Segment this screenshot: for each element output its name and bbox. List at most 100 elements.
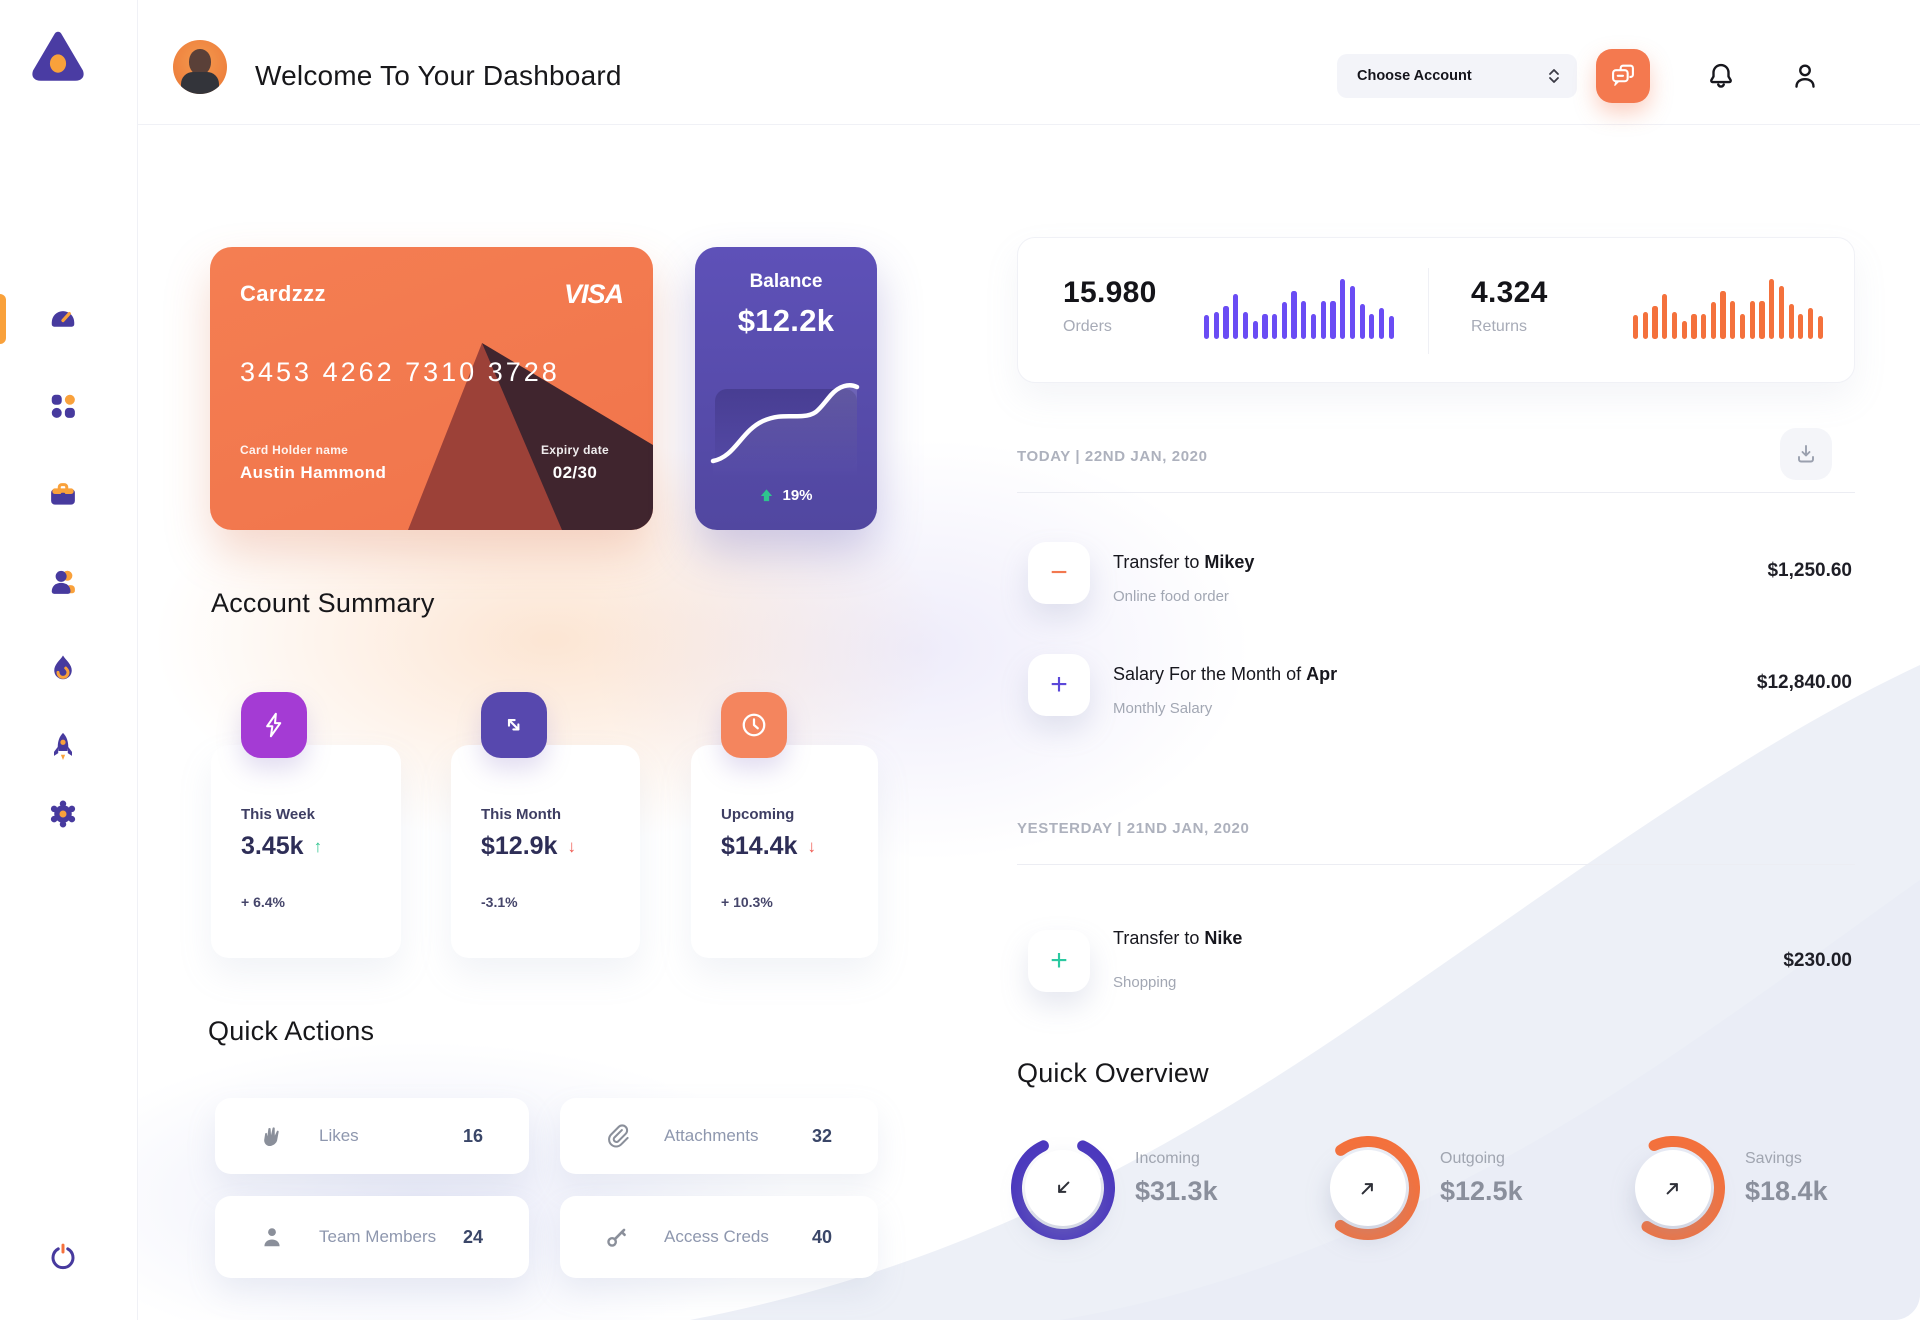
returns-bar-chart [1633,279,1823,339]
transaction-title-bold: Nike [1204,928,1243,948]
avatar-body [181,72,219,94]
notifications-bell-icon[interactable] [1706,61,1736,91]
overview-label: Savings [1745,1150,1802,1167]
orders-value: 15.980 [1063,276,1157,309]
summary-value-text: $14.4k [721,832,798,860]
summary-label: Upcoming [721,806,795,823]
overview-value: $18.4k [1745,1176,1828,1206]
transaction-sign-badge[interactable]: + [1028,654,1090,716]
app-logo-triangle [32,31,84,81]
summary-percent: -3.1% [481,894,518,910]
quick-action-likes[interactable]: Likes 16 [215,1098,529,1174]
summary-value: $12.9k ↓ [481,832,576,861]
credit-card[interactable]: Cardzzz VISA 3453 4262 7310 3728 Card Ho… [210,247,653,530]
outgoing-inner-circle [1330,1150,1406,1226]
bg-glow-lavender [560,420,1280,880]
transaction-title[interactable]: Salary For the Month of Apr [1113,664,1337,685]
profile-user-icon[interactable] [1790,61,1820,91]
quick-action-access-creds[interactable]: Access Creds 40 [560,1196,878,1278]
transaction-subtitle: Monthly Salary [1113,700,1213,717]
summary-value-text: $12.9k [481,832,558,860]
card-expiry-value: 02/30 [552,463,598,482]
savings-progress-ring [1621,1136,1725,1240]
orders-returns-card: 15.980 Orders 4.324 Returns [1017,237,1855,383]
transaction-subtitle: Shopping [1113,974,1177,991]
quick-action-count: 32 [811,1125,832,1146]
balance-value: $12.2k [737,303,835,338]
sidebar-item-briefcase-icon[interactable] [48,479,78,509]
plus-icon: + [1050,944,1068,977]
sidebar-item-settings-gear-icon[interactable] [48,799,78,829]
quick-action-label: Access Creds [664,1227,769,1246]
chevron-up-down-icon [1549,69,1559,83]
bg-glow-bottom [40,1040,800,1320]
sidebar-item-team-icon[interactable] [48,567,78,597]
incoming-progress-ring [1011,1136,1115,1240]
transaction-amount: $1,250.60 [1767,560,1852,581]
chat-button[interactable] [1596,49,1650,103]
quick-action-attachments[interactable]: Attachments 32 [560,1098,878,1174]
incoming-inner-circle [1025,1150,1101,1226]
quick-action-count: 40 [811,1226,832,1247]
balance-trend-pct: 19% [782,487,813,504]
card-expiry-block: Expiry date 02/30 [541,443,609,483]
transaction-title-prefix: Transfer to [1113,552,1205,572]
download-button[interactable] [1780,428,1832,480]
sidebar-item-flame-icon[interactable] [48,653,78,683]
balance-card[interactable]: Balance $12.2k 19% [695,247,877,530]
quick-action-label: Likes [319,1126,359,1145]
quick-action-team-members[interactable]: Team Members 24 [215,1196,529,1278]
paperclip-icon [608,1124,629,1148]
returns-value: 4.324 [1471,276,1548,309]
transaction-title[interactable]: Transfer to Mikey [1113,552,1254,573]
summary-card-this-month [451,745,640,958]
avatar[interactable] [173,40,227,94]
transaction-title-bold: Apr [1306,664,1338,684]
trend-arrow-icon: ↑ [313,836,323,856]
card-holder-label: Card Holder name [240,443,349,457]
orders-bar-chart [1204,279,1394,339]
transaction-subtitle: Online food order [1113,588,1229,605]
person-icon [264,1228,280,1247]
summary-value-text: 3.45k [241,832,304,860]
account-summary-heading: Account Summary [211,588,435,618]
arrow-up-right-icon [1666,1183,1678,1195]
returns-label: Returns [1471,318,1528,335]
quick-action-count: 24 [462,1226,483,1247]
transaction-sign-badge[interactable]: − [1028,542,1090,604]
plus-icon: + [1050,668,1068,701]
transactions-date-header-today: TODAY | 22ND JAN, 2020 [1017,448,1208,465]
trend-arrow-icon: ↓ [567,836,576,856]
sidebar-item-rocket-icon[interactable] [48,731,78,761]
quick-action-label: Team Members [319,1227,437,1246]
quick-action-label: Attachments [664,1126,759,1145]
up-arrow-icon [761,489,773,502]
page-title: Welcome To Your Dashboard [255,60,622,91]
transaction-title[interactable]: Transfer to Nike [1113,928,1242,949]
card-pyramid-graphic [408,343,653,530]
lightning-icon [241,692,307,758]
header-divider [137,124,1920,125]
orders-label: Orders [1063,318,1112,335]
transactions-divider [1017,492,1855,493]
card-number: 3453 4262 7310 3728 [240,357,560,387]
waving-hand-icon [264,1127,279,1147]
transaction-title-prefix: Transfer to [1113,928,1205,948]
summary-card-upcoming [691,745,878,958]
choose-account-select[interactable]: Choose Account [1337,54,1577,98]
chat-bubbles-icon [1612,64,1634,86]
transactions-divider [1017,864,1855,865]
summary-card-this-week [211,745,401,958]
arrow-down-left-icon [1058,1181,1070,1193]
sidebar-item-dashboard-speedometer-icon[interactable] [48,303,78,333]
sidebar-logout-power-icon[interactable] [48,1242,78,1272]
transaction-sign-badge[interactable]: + [1028,930,1090,992]
summary-percent: + 10.3% [721,894,773,910]
quick-overview-heading: Quick Overview [1017,1058,1209,1088]
overview-label: Incoming [1135,1150,1200,1167]
overview-value: $31.3k [1135,1176,1218,1206]
transfer-arrows-icon [481,692,547,758]
summary-value: $14.4k ↓ [721,832,816,861]
sidebar-item-apps-grid-icon[interactable] [48,391,78,421]
